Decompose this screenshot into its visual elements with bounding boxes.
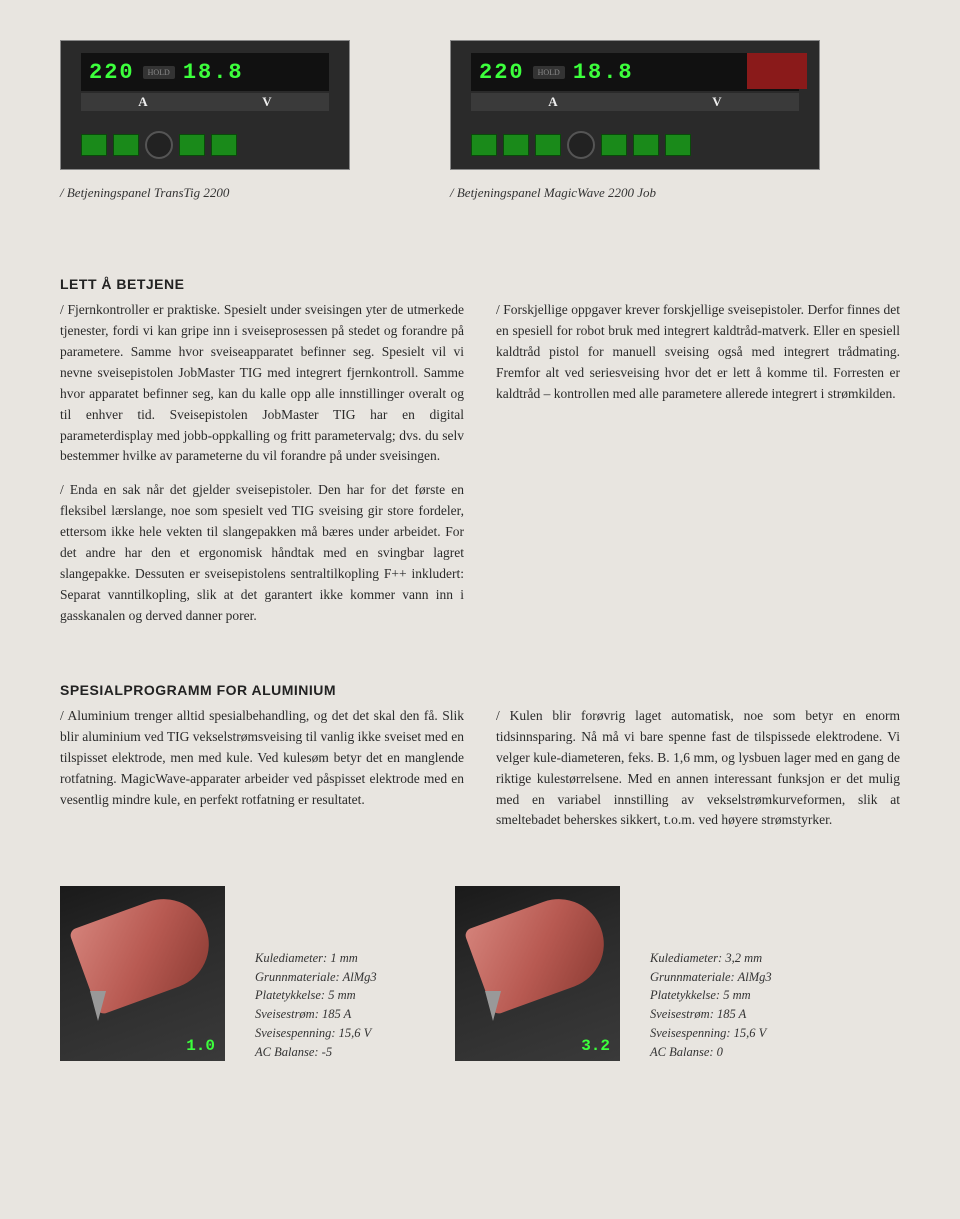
paragraph: / Forskjellige oppgaver krever forskjell… [496, 300, 900, 405]
panel-button [81, 134, 107, 156]
spec-line: Sveisestrøm: 185 A [255, 1005, 425, 1024]
section2-col-left: / Aluminium trenger alltid spesialbehand… [60, 706, 464, 832]
electrode-image-left: 1.0 [60, 886, 225, 1061]
amp-readout: 220 [479, 60, 525, 85]
hold-indicator: HOLD [533, 66, 565, 79]
digital-display: 220 HOLD 18.8 [81, 53, 329, 91]
av-labels: A V [471, 93, 799, 111]
panel-button [601, 134, 627, 156]
electrode-readout: 3.2 [581, 1037, 610, 1055]
volt-readout: 18.8 [183, 60, 244, 85]
spec-line: AC Balanse: 0 [650, 1043, 820, 1062]
paragraph: / Kulen blir forøvrig laget automatisk, … [496, 706, 900, 832]
spec-line: Kulediameter: 3,2 mm [650, 949, 820, 968]
caption-right: / Betjeningspanel MagicWave 2200 Job [450, 185, 820, 201]
panel-button [471, 134, 497, 156]
section1-col-left: / Fjernkontroller er praktiske. Spesielt… [60, 300, 464, 627]
spec-line: Platetykkelse: 5 mm [650, 986, 820, 1005]
panels-row: 220 HOLD 18.8 A V 220 HOLD 18.8 A V [60, 40, 900, 170]
section1-heading: LETT Å BETJENE [60, 276, 900, 292]
a-label: A [548, 94, 557, 110]
paragraph: / Enda en sak når det gjelder sveisepist… [60, 480, 464, 626]
section2-columns: / Aluminium trenger alltid spesialbehand… [60, 706, 900, 832]
v-label: V [712, 94, 721, 110]
section2-heading: SPESIALPROGRAMM FOR ALUMINIUM [60, 682, 900, 698]
electrode-point [485, 991, 501, 1021]
spec-line: Sveisespenning: 15,6 V [255, 1024, 425, 1043]
spec-line: Sveisestrøm: 185 A [650, 1005, 820, 1024]
panel-buttons [471, 131, 799, 159]
a-label: A [138, 94, 147, 110]
panel-image-right: 220 HOLD 18.8 A V [450, 40, 820, 170]
panel-knob [145, 131, 173, 159]
panel-button [503, 134, 529, 156]
panel-buttons [81, 131, 329, 159]
spec-line: Sveisespenning: 15,6 V [650, 1024, 820, 1043]
spec-line: AC Balanse: -5 [255, 1043, 425, 1062]
electrode-image-right: 3.2 [455, 886, 620, 1061]
caption-left: / Betjeningspanel TransTig 2200 [60, 185, 350, 201]
electrode-readout: 1.0 [186, 1037, 215, 1055]
v-label: V [262, 94, 271, 110]
section2-col-right: / Kulen blir forøvrig laget automatisk, … [496, 706, 900, 832]
volt-readout: 18.8 [573, 60, 634, 85]
spec-line: Grunnmateriale: AlMg3 [255, 968, 425, 987]
electrode-point [90, 991, 106, 1021]
av-labels: A V [81, 93, 329, 111]
section1-columns: / Fjernkontroller er praktiske. Spesielt… [60, 300, 900, 627]
spec-line: Kulediameter: 1 mm [255, 949, 425, 968]
panel-button [179, 134, 205, 156]
amp-readout: 220 [89, 60, 135, 85]
electrodes-row: 1.0 Kulediameter: 1 mm Grunnmateriale: A… [60, 886, 900, 1061]
spec-list-left: Kulediameter: 1 mm Grunnmateriale: AlMg3… [255, 949, 425, 1062]
panel-button [633, 134, 659, 156]
paragraph: / Fjernkontroller er praktiske. Spesielt… [60, 300, 464, 467]
paragraph: / Aluminium trenger alltid spesialbehand… [60, 706, 464, 811]
panel-button [665, 134, 691, 156]
spec-list-right: Kulediameter: 3,2 mm Grunnmateriale: AlM… [650, 949, 820, 1062]
panel-button [535, 134, 561, 156]
mode-icons [747, 53, 807, 89]
panel-button [113, 134, 139, 156]
panel-image-left: 220 HOLD 18.8 A V [60, 40, 350, 170]
panel-knob [567, 131, 595, 159]
hold-indicator: HOLD [143, 66, 175, 79]
spec-line: Platetykkelse: 5 mm [255, 986, 425, 1005]
section1-col-right: / Forskjellige oppgaver krever forskjell… [496, 300, 900, 627]
caption-row: / Betjeningspanel TransTig 2200 / Betjen… [60, 185, 900, 201]
spec-line: Grunnmateriale: AlMg3 [650, 968, 820, 987]
panel-button [211, 134, 237, 156]
